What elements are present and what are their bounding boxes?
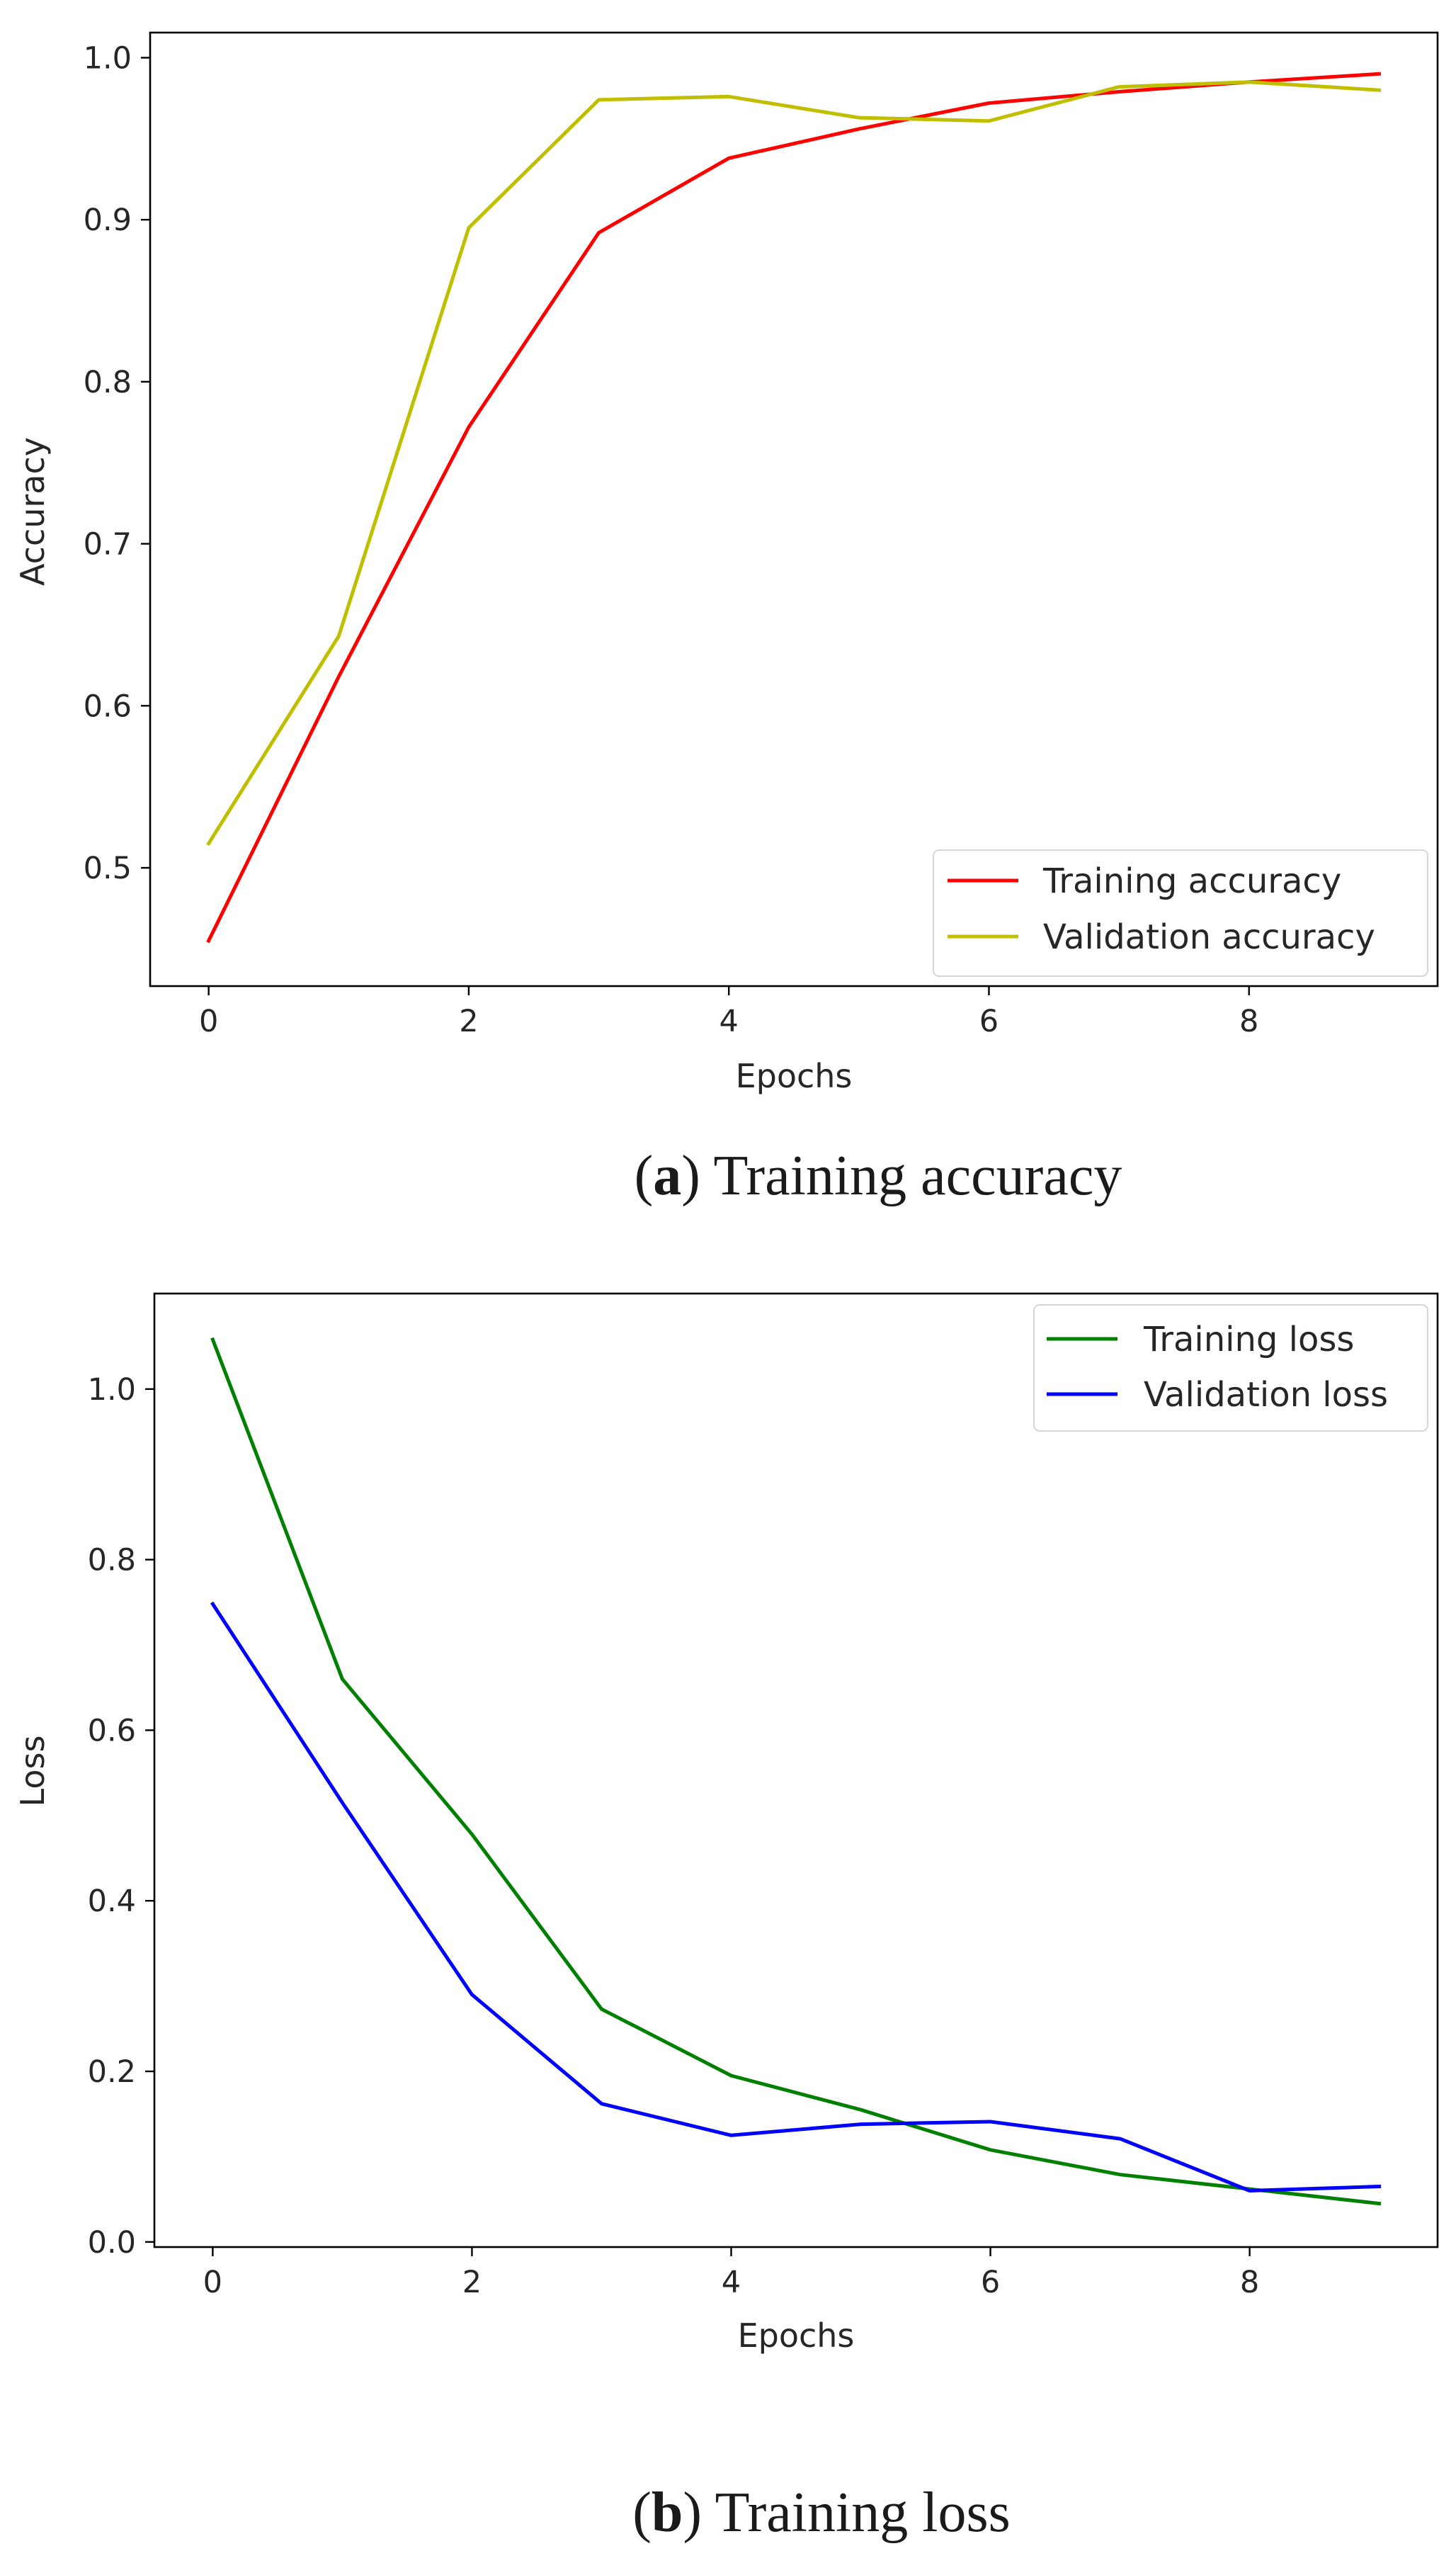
loss-y-tick-label: 0.4: [88, 1884, 136, 1919]
loss-x-tick-label: 6: [981, 2265, 1000, 2300]
accuracy-x-tick-label: 8: [1239, 1004, 1258, 1039]
loss-y-tick-label: 0.6: [88, 1713, 136, 1748]
legend-label-training-accuracy: Training accuracy: [1042, 861, 1341, 901]
loss-legend-box: [1033, 1304, 1428, 1432]
accuracy-y-tick-label: 0.5: [84, 851, 132, 886]
loss-x-tick-label: 2: [462, 2265, 482, 2300]
accuracy-caption: (a) Training accuracy: [635, 1145, 1122, 1207]
loss-x-tick-label: 4: [722, 2265, 741, 2300]
loss-caption: (b) Training loss: [632, 2482, 1011, 2544]
loss-y-tick-label: 0.8: [88, 1543, 136, 1578]
loss-y-tick-label: 0.0: [88, 2225, 136, 2261]
accuracy-legend: Training accuracy Validation accuracy: [933, 849, 1428, 977]
series-line-training-loss: [210, 1337, 1382, 2206]
accuracy-y-tick-label: 1.0: [84, 40, 132, 76]
loss-y-tick-label: 1.0: [88, 1372, 136, 1408]
accuracy-y-tick-label: 0.7: [84, 527, 132, 562]
accuracy-legend-box: [933, 849, 1428, 977]
series-line-validation-accuracy: [206, 80, 1382, 847]
series-line-training-accuracy: [206, 72, 1382, 944]
accuracy-x-tick-label: 4: [720, 1004, 739, 1039]
legend-label-validation-accuracy: Validation accuracy: [1043, 917, 1375, 957]
accuracy-chart: 0 2 4 6 8 0.5 0.6 0.7 0.8 0.9 1.0 Epochs Accuracy…: [13, 31, 1439, 1207]
loss-plot-frame: [153, 1292, 1439, 2248]
loss-x-tick-label: 0: [203, 2265, 222, 2300]
legend-label-validation-loss: Validation loss: [1144, 1375, 1388, 1415]
legend-label-training-loss: Training loss: [1143, 1320, 1354, 1359]
accuracy-plot-frame: [149, 31, 1439, 988]
loss-legend: Training loss Validation loss: [1033, 1304, 1428, 1432]
loss-y-tick-label: 0.2: [88, 2054, 136, 2090]
accuracy-y-tick-label: 0.8: [84, 365, 132, 400]
loss-y-axis-label: Loss: [13, 1736, 52, 1807]
loss-x-axis-label: Epochs: [738, 2316, 855, 2355]
loss-chart: 0 2 4 6 8 0.0 0.2 0.4 0.6 0.8 1.0 Epochs Loss Tra…: [13, 1292, 1439, 2544]
accuracy-y-tick-label: 0.6: [84, 689, 132, 724]
accuracy-y-tick-label: 0.9: [84, 203, 132, 238]
accuracy-x-tick-label: 6: [979, 1004, 999, 1039]
series-line-validation-loss: [210, 1601, 1382, 2193]
accuracy-y-axis-label: Accuracy: [13, 437, 52, 586]
accuracy-x-tick-label: 2: [459, 1004, 478, 1039]
accuracy-x-axis-label: Epochs: [736, 1057, 853, 1095]
accuracy-x-tick-label: 0: [199, 1004, 218, 1039]
loss-x-tick-label: 8: [1240, 2265, 1259, 2300]
